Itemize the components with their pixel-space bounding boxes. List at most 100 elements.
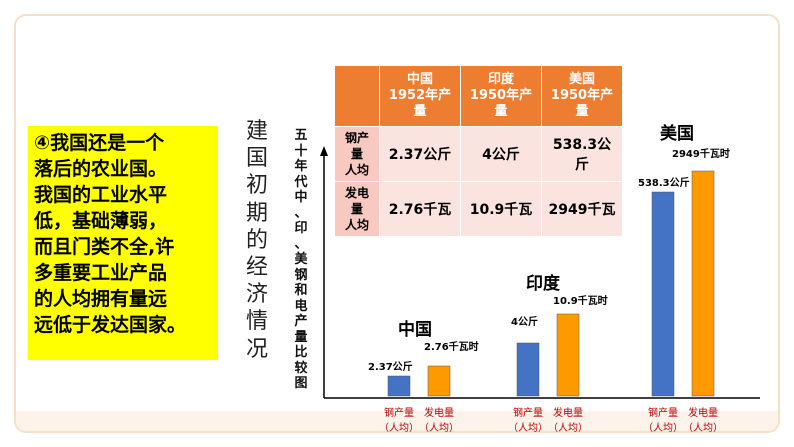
- bar-steel: [516, 342, 540, 397]
- table-row: 发电量人均 2.76千瓦 10.9千瓦 2949千瓦: [334, 181, 623, 237]
- title-char: 的: [245, 227, 268, 253]
- category-label: （人均）: [643, 422, 683, 434]
- bar-power: [556, 313, 580, 397]
- title-char: 济: [245, 282, 268, 308]
- category-label: （人均）: [379, 422, 419, 434]
- category-label: 发电量: [424, 406, 454, 419]
- label-char: 年: [294, 159, 308, 174]
- row-header-cell: 发电量人均: [334, 181, 380, 237]
- data-label: 2949千瓦时: [672, 147, 730, 160]
- vertical-title: 建 国 初 期 的 经 济 情 况: [244, 118, 270, 363]
- header-line: 1950年产: [469, 88, 533, 103]
- category-label: （人均）: [508, 422, 548, 434]
- category-label: （人均）: [683, 422, 723, 434]
- title-char: 国: [245, 146, 268, 172]
- label-char: 五: [294, 128, 308, 143]
- cell-line: 538.3公: [552, 137, 612, 153]
- title-char: 情: [245, 309, 268, 335]
- header-line: 1950年产: [550, 88, 614, 103]
- bar-power: [427, 365, 451, 397]
- table-header-cell: 印度 1950年产量: [460, 65, 542, 127]
- label-char: 十: [294, 143, 308, 159]
- row-header-line: 钢产: [344, 131, 369, 145]
- title-char: 初: [245, 173, 268, 199]
- title-char: 期: [245, 200, 268, 226]
- label-char: 电: [294, 298, 308, 314]
- data-label: 538.3公斤: [638, 176, 690, 189]
- category-label: 发电量: [553, 406, 583, 419]
- row-header-line: 发电: [344, 186, 369, 200]
- table-cell: 2949千瓦: [541, 181, 623, 237]
- data-table: 中国 1952年产量 印度 1950年产量 美国 1950年产量 钢产量人均 2.37…: [334, 65, 623, 237]
- label-char: 美: [294, 252, 308, 267]
- table-header-cell: 中国 1952年产量: [379, 65, 461, 127]
- group-name-label: 美国: [660, 123, 694, 144]
- title-char: 经: [245, 255, 268, 281]
- summary-line: 我国的工业水平: [34, 184, 168, 206]
- category-label: 钢产量: [648, 406, 678, 419]
- summary-line: 远低于发达国家。: [34, 314, 187, 336]
- label-char: 、: [294, 236, 308, 252]
- category-label: （人均）: [548, 422, 588, 434]
- table-corner-cell: [334, 65, 380, 127]
- table-header-cell: 美国 1950年产量: [541, 65, 623, 127]
- title-char: 建: [245, 119, 268, 144]
- label-char: 较: [294, 360, 308, 376]
- label-char: 图: [294, 376, 308, 391]
- label-char: 产: [294, 314, 308, 329]
- summary-line: ④我国还是一个: [34, 132, 165, 154]
- slide-frame: [14, 14, 780, 433]
- category-label: 钢产量: [513, 406, 543, 419]
- group-name-label: 印度: [526, 273, 561, 294]
- bar-steel: [387, 375, 411, 397]
- header-line: 美国: [568, 72, 595, 87]
- row-header-line: 量: [350, 202, 363, 216]
- table-cell: 538.3公斤: [541, 126, 623, 182]
- table-cell: 2.76千瓦: [379, 181, 461, 237]
- table-cell: 4公斤: [460, 126, 542, 182]
- summary-box: ④我国还是一个 落后的农业国。 我国的工业水平 低，基础薄弱， 而且门类不全,许…: [28, 126, 218, 360]
- category-label: （人均）: [419, 422, 459, 434]
- row-header-cell: 钢产量人均: [334, 126, 380, 182]
- data-label: 2.76千瓦时: [424, 340, 479, 353]
- label-char: 、: [294, 205, 308, 221]
- cell-line: 斤: [575, 157, 589, 173]
- header-line: 1952年产: [388, 88, 452, 103]
- label-char: 量: [294, 329, 308, 345]
- table-cell: 2.37公斤: [379, 126, 461, 182]
- bar-power: [691, 170, 715, 397]
- summary-line: 多重要工业产品: [34, 262, 168, 284]
- category-label: 发电量: [688, 406, 718, 419]
- title-char: 况: [245, 336, 268, 362]
- data-label: 4公斤: [511, 315, 538, 328]
- label-char: 中: [294, 190, 308, 205]
- label-char: 和: [294, 283, 308, 298]
- label-char: 印: [294, 221, 308, 236]
- summary-line: 的人均拥有量远: [34, 288, 168, 310]
- group-name-label: 中国: [398, 319, 432, 340]
- header-line: 量: [494, 104, 508, 119]
- row-header-line: 量: [350, 147, 363, 161]
- header-line: 量: [413, 104, 427, 119]
- table-cell: 10.9千瓦: [460, 181, 542, 237]
- category-label: 钢产量: [384, 406, 414, 419]
- summary-line: 落后的农业国。: [34, 158, 168, 180]
- header-line: 量: [575, 104, 589, 119]
- row-header-line: 人均: [344, 163, 369, 177]
- summary-line: 而且门类不全,许: [34, 236, 175, 258]
- table-row: 钢产量人均 2.37公斤 4公斤 538.3公斤: [334, 126, 623, 182]
- label-char: 代: [294, 174, 308, 190]
- table-header-row: 中国 1952年产量 印度 1950年产量 美国 1950年产量: [334, 65, 623, 127]
- label-char: 比: [294, 345, 308, 360]
- header-line: 中国: [406, 72, 433, 87]
- y-axis-arrow: [320, 146, 328, 156]
- chart-vertical-label: 五 十 年 代 中 、 印 、 美 钢 和 电 产 量 比 较 图: [292, 128, 310, 392]
- data-label: 2.37公斤: [368, 360, 413, 373]
- header-line: 印度: [487, 72, 514, 87]
- label-char: 钢: [294, 267, 308, 283]
- bar-steel: [651, 191, 675, 397]
- row-header-line: 人均: [344, 218, 369, 232]
- footer-band: [16, 411, 778, 431]
- data-label: 10.9千瓦时: [553, 294, 608, 307]
